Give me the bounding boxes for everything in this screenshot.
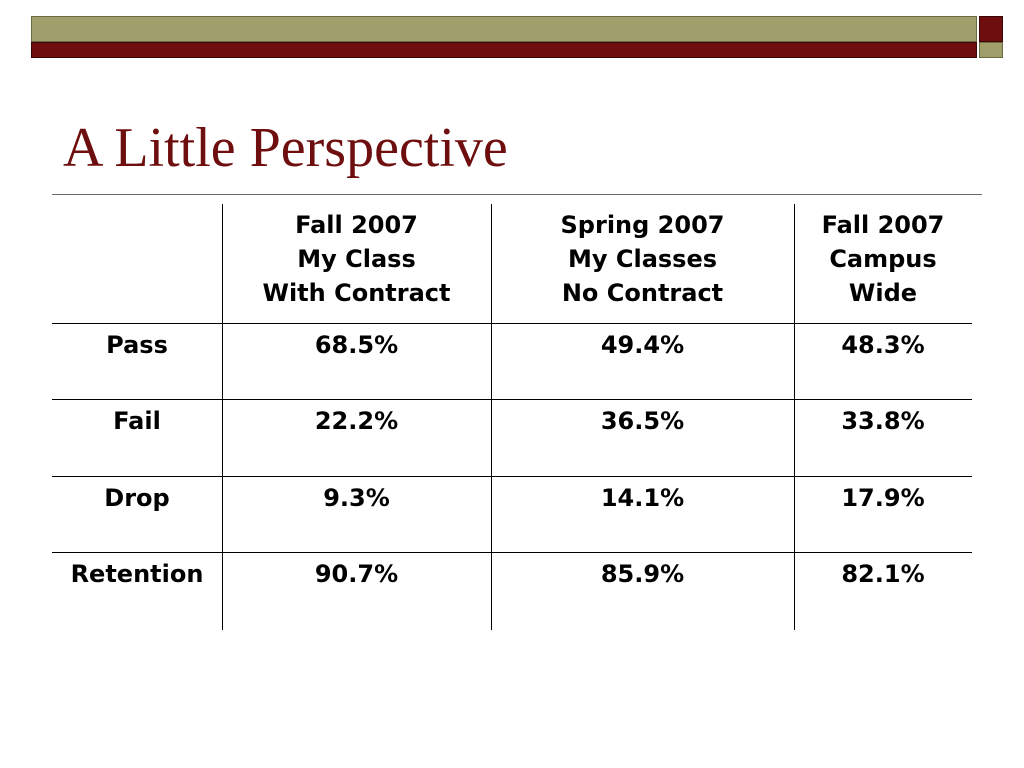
header-bar-maroon bbox=[31, 42, 977, 58]
header-line: My Class bbox=[297, 245, 416, 273]
header-line: Fall 2007 bbox=[821, 211, 945, 239]
header-square-maroon bbox=[979, 16, 1003, 42]
column-divider bbox=[222, 204, 223, 630]
header-square-olive bbox=[979, 42, 1003, 58]
row-divider bbox=[52, 399, 972, 400]
header-cell-fall-2007-my-class: Fall 2007 My Class With Contract bbox=[222, 204, 491, 323]
table-cell: 17.9% bbox=[841, 484, 925, 512]
header-bar-olive bbox=[31, 16, 977, 42]
table-cell: 48.3% bbox=[841, 331, 925, 359]
table-cell: 49.4% bbox=[600, 331, 685, 359]
row-label-pass: Pass bbox=[106, 331, 168, 359]
slide-title: A Little Perspective bbox=[63, 117, 508, 179]
header-cell-empty bbox=[52, 204, 222, 323]
table-cell: 82.1% bbox=[841, 560, 925, 588]
row-label-drop: Drop bbox=[104, 484, 170, 512]
table-cell: 85.9% bbox=[600, 560, 685, 588]
table-cell: 22.2% bbox=[314, 407, 399, 435]
column-divider bbox=[491, 204, 492, 630]
header-line: My Classes bbox=[567, 245, 718, 273]
table-cell: 68.5% bbox=[314, 331, 399, 359]
header-line: Fall 2007 bbox=[295, 211, 418, 239]
table-cell: 9.3% bbox=[323, 484, 390, 512]
row-divider bbox=[52, 552, 972, 553]
column-divider bbox=[794, 204, 795, 630]
table-cell: 33.8% bbox=[841, 407, 925, 435]
header-line: Spring 2007 bbox=[560, 211, 725, 239]
row-label-fail: Fail bbox=[113, 407, 161, 435]
header-line: With Contract bbox=[262, 279, 451, 307]
table-cell: 14.1% bbox=[600, 484, 685, 512]
title-divider bbox=[52, 194, 982, 195]
header-line: Wide bbox=[848, 279, 918, 307]
row-divider bbox=[52, 323, 972, 324]
header-cell-campus-wide: Fall 2007 Campus Wide bbox=[794, 204, 972, 323]
table-cell: 36.5% bbox=[600, 407, 685, 435]
results-table: Fall 2007 My Class With Contract Spring … bbox=[52, 204, 972, 630]
header-line: Campus bbox=[829, 245, 937, 273]
header-cell-spring-2007: Spring 2007 My Classes No Contract bbox=[491, 204, 794, 323]
row-label-retention: Retention bbox=[70, 560, 204, 588]
header-line: No Contract bbox=[561, 279, 724, 307]
table-cell: 90.7% bbox=[314, 560, 399, 588]
row-divider bbox=[52, 476, 972, 477]
